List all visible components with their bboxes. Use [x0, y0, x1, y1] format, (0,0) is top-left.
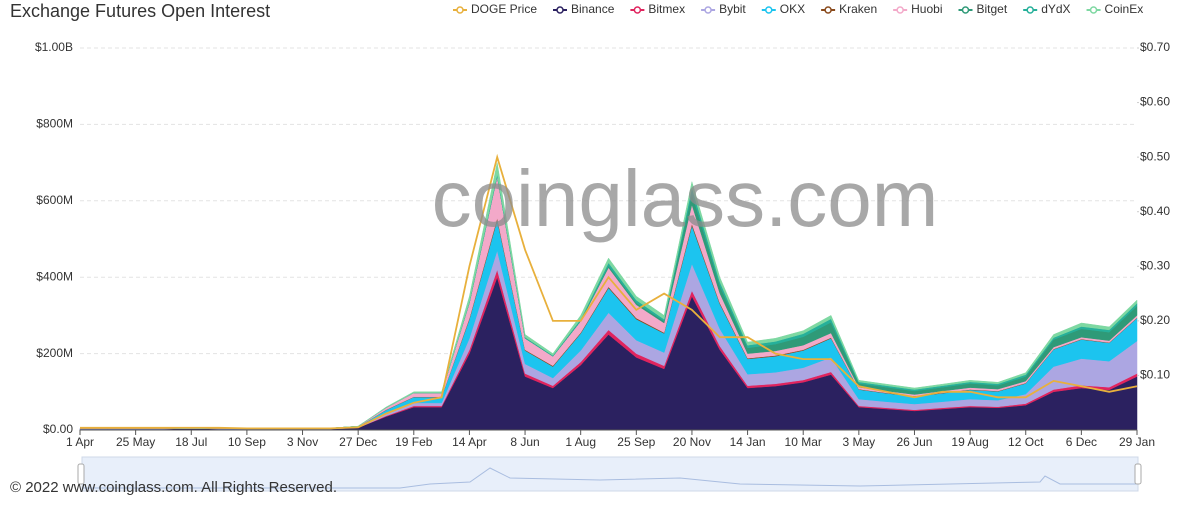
legend-marker	[456, 6, 464, 14]
legend-marker	[633, 6, 642, 14]
x-tick-label: 29 Jan	[1119, 435, 1155, 449]
legend-marker	[1026, 6, 1034, 14]
x-tick-label: 14 Jan	[730, 435, 766, 449]
y-tick-label: $800M	[36, 117, 73, 131]
x-tick-label: 3 May	[842, 435, 875, 449]
y-tick-label: $0.00	[43, 422, 73, 436]
x-tick-label: 25 May	[116, 435, 155, 449]
price-line	[80, 153, 1138, 430]
legend-label[interactable]: Kraken	[839, 2, 877, 16]
y2-tick-label: $0.40	[1140, 204, 1170, 218]
y-tick-label: $200M	[36, 346, 73, 360]
x-tick-label: 20 Nov	[673, 435, 711, 449]
legend-label[interactable]: Bybit	[719, 2, 746, 16]
legend: DOGE Price Binance Bitmex Bybit OKX Kraken Huo…	[453, 2, 1143, 16]
x-tick-label: 3 Nov	[287, 435, 318, 449]
navigator-handle[interactable]	[77, 463, 85, 485]
legend-marker	[765, 6, 773, 14]
legend-label[interactable]: OKX	[780, 2, 805, 16]
navigator-line	[82, 467, 1138, 489]
footer: © 2022 www.coinglass.com. All Rights Res…	[10, 479, 337, 496]
x-tick-label: 6 Dec	[1066, 435, 1097, 449]
y2-tick-label: $0.30	[1140, 258, 1170, 272]
legend-marker	[961, 6, 970, 14]
x-tick-label: 10 Mar	[785, 435, 822, 449]
y-tick-label: $1.00B	[35, 40, 73, 54]
x-tick-label: 1 Aug	[565, 435, 596, 449]
x-tick-label: 19 Aug	[951, 435, 988, 449]
legend-marker	[556, 6, 564, 14]
legend-marker	[1089, 6, 1098, 14]
watermark: coinglass.com	[432, 154, 939, 243]
x-tick-label: 18 Jul	[175, 435, 207, 449]
x-tick-label: 12 Oct	[1008, 435, 1044, 449]
area	[80, 162, 1138, 429]
legend-label[interactable]: Binance	[571, 2, 615, 16]
legend-marker	[704, 6, 712, 14]
x-tick-label: 27 Dec	[339, 435, 377, 449]
navigator	[77, 456, 1142, 492]
y2-tick-label: $0.70	[1140, 40, 1170, 54]
legend-label[interactable]: Huobi	[911, 2, 942, 16]
y2-tick-label: $0.50	[1140, 149, 1170, 163]
x-tick-label: 10 Sep	[228, 435, 266, 449]
x-tick-label: 19 Feb	[395, 435, 433, 449]
y-tick-label: $600M	[36, 193, 73, 207]
navigator-handle[interactable]	[1134, 463, 1142, 485]
legend-marker	[824, 6, 832, 14]
chart-title: Exchange Futures Open Interest	[10, 1, 270, 21]
legend-marker	[896, 6, 904, 14]
y2-tick-label: $0.60	[1140, 95, 1170, 109]
x-tick-label: 8 Jun	[510, 435, 539, 449]
x-tick-label: 14 Apr	[452, 435, 487, 449]
legend-label[interactable]: CoinEx	[1105, 2, 1144, 16]
x-tick-label: 1 Apr	[66, 435, 94, 449]
x-tick-label: 26 Jun	[896, 435, 932, 449]
legend-label[interactable]: Bitget	[977, 2, 1008, 16]
legend-label[interactable]: DOGE Price	[471, 2, 537, 16]
y2-tick-label: $0.20	[1140, 313, 1170, 327]
y-tick-label: $400M	[36, 269, 73, 283]
x-tick-label: 25 Sep	[617, 435, 655, 449]
legend-label[interactable]: Bitmex	[648, 2, 685, 16]
legend-label[interactable]: dYdX	[1041, 2, 1070, 16]
axes: $0.00 $200M $400M $600M $800M $1.00B $0.10 $0.2…	[35, 40, 1170, 449]
y2-tick-label: $0.10	[1140, 368, 1170, 382]
